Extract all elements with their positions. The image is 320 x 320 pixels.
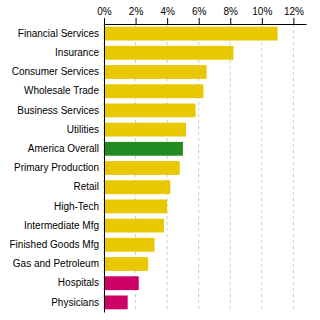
tick-label: 0% [97,6,112,17]
bar [104,123,186,137]
tick-mark [136,18,137,24]
bar [104,46,233,60]
tick-label: Utilities [67,124,99,135]
tick: 12% [284,6,304,24]
bar [104,199,167,213]
tick-label: 12% [284,6,304,17]
tick: Utilities [67,124,99,135]
tick: Retail [73,181,99,192]
tick-mark [230,18,231,24]
tick-label: Finished Goods Mfg [10,239,100,250]
plot: 0% 2% 4% 6% 8% 10% 12% Financial Services Insura… [10,6,307,313]
bar [104,103,196,117]
tick: Financial Services [18,28,99,39]
bar [104,65,207,79]
tick-label: Gas and Petroleum [13,258,99,269]
tick: Intermediate Mfg [24,220,99,231]
tick-label: Insurance [55,47,99,58]
grid-line [261,24,262,312]
bar [104,27,278,41]
tick: Physicians [51,297,99,308]
bar [104,84,203,98]
tick: High-Tech [54,201,99,212]
tick-label: Financial Services [18,28,99,39]
grid-line [104,24,105,312]
tick-label: 10% [252,6,272,17]
chart: 0% 2% 4% 6% 8% 10% 12% Financial Services Insura… [0,0,320,320]
bar [104,142,183,156]
grid-line [230,24,231,312]
x-axis: 0% 2% 4% 6% 8% 10% 12% [97,6,306,25]
tick-mark [293,18,294,24]
tick-label: Hospitals [58,277,99,288]
axis-line [105,24,307,25]
tick-label: Consumer Services [12,66,99,77]
tick-label: 8% [224,6,239,17]
tick-label: 2% [129,6,144,17]
tick-label: Retail [73,181,99,192]
tick: Gas and Petroleum [13,258,99,269]
bars [104,27,278,310]
grid [104,24,293,312]
y-axis: Financial Services Insurance Consumer Serv… [10,25,105,313]
tick: 4% [160,6,175,24]
tick: 2% [129,6,144,24]
tick-mark [199,18,200,24]
bar [104,161,180,175]
tick-label: 4% [160,6,175,17]
tick-label: Intermediate Mfg [24,220,99,231]
tick: Finished Goods Mfg [10,239,100,250]
tick: Consumer Services [12,66,99,77]
bar [104,180,170,194]
tick-label: America Overall [28,143,99,154]
tick-label: Business Services [17,105,99,116]
bar [104,257,148,271]
tick-mark [104,18,105,24]
axis-line [104,25,105,313]
tick-label: Primary Production [14,162,99,173]
tick-label: Wholesale Trade [24,85,99,96]
tick: 6% [192,6,207,24]
tick-label: 6% [192,6,207,17]
tick: 8% [224,6,239,24]
tick: 10% [252,6,272,24]
tick: Insurance [55,47,99,58]
bar [104,219,164,233]
tick: Business Services [17,105,99,116]
tick: Primary Production [14,162,99,173]
tick: Hospitals [58,277,99,288]
tick: Wholesale Trade [24,85,99,96]
tick: 0% [97,6,112,24]
bar [104,276,139,290]
bar [104,238,155,252]
tick: America Overall [28,143,99,154]
grid-line [293,24,294,312]
tick-mark [167,18,168,24]
tick-label: High-Tech [54,201,99,212]
tick-mark [262,18,263,24]
bar [104,295,128,309]
tick-label: Physicians [51,297,99,308]
